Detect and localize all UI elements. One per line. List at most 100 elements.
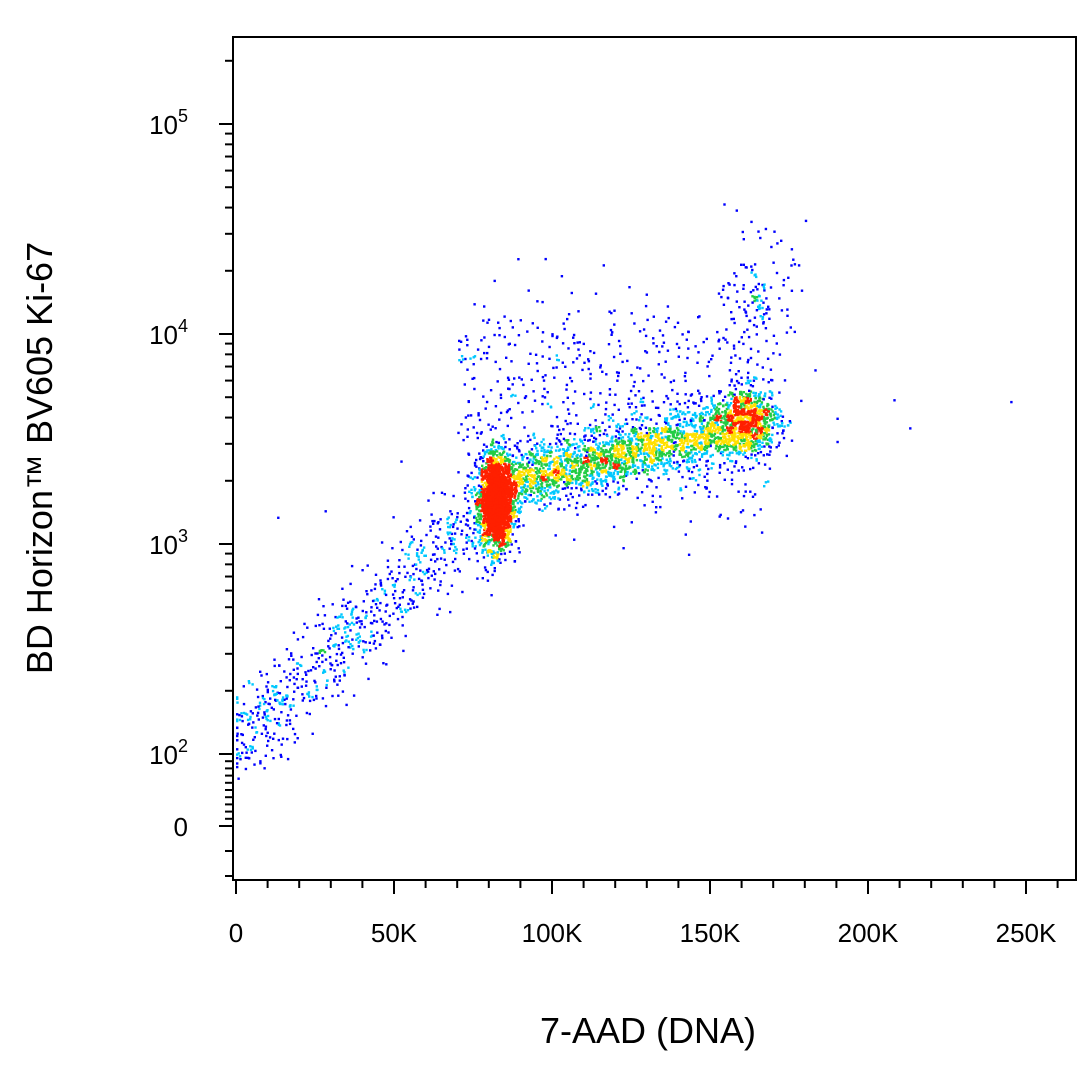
scatter-point	[712, 404, 715, 407]
scatter-point	[509, 509, 513, 512]
scatter-point	[488, 550, 491, 553]
scatter-point	[502, 520, 506, 523]
scatter-point	[762, 398, 765, 401]
scatter-point	[503, 523, 506, 527]
scatter-point	[476, 503, 479, 507]
scatter-point	[590, 471, 594, 475]
scatter-point	[655, 422, 658, 425]
scatter-point	[501, 477, 504, 480]
scatter-point	[698, 413, 702, 416]
scatter-point	[501, 532, 505, 535]
scatter-point	[490, 551, 493, 554]
scatter-point	[592, 427, 595, 431]
scatter-point	[723, 395, 727, 398]
scatter-point	[599, 478, 603, 481]
scatter-point	[728, 451, 732, 454]
scatter-point	[523, 466, 526, 469]
scatter-point	[700, 411, 703, 415]
scatter-point	[614, 463, 617, 466]
scatter-point	[490, 556, 494, 559]
scatter-point	[625, 444, 628, 447]
scatter-point	[692, 432, 695, 435]
scatter-point	[493, 569, 496, 573]
scatter-point	[483, 481, 486, 485]
scatter-point	[755, 437, 758, 440]
scatter-point	[689, 419, 693, 422]
scatter-point	[487, 533, 491, 536]
scatter-point	[504, 508, 508, 511]
data-points	[236, 203, 1013, 780]
scatter-point	[507, 532, 510, 536]
scatter-point	[744, 444, 748, 447]
scatter-point	[496, 519, 499, 522]
scatter-point	[718, 402, 722, 405]
scatter-point	[693, 436, 697, 440]
scatter-point	[604, 469, 608, 472]
scatter-point	[709, 444, 712, 447]
scatter-point	[629, 440, 632, 443]
scatter-point	[732, 432, 736, 435]
scatter-point	[512, 500, 515, 503]
scatter-point	[637, 438, 640, 442]
scatter-point	[700, 396, 703, 399]
scatter-point	[540, 464, 543, 468]
scatter-point	[768, 453, 771, 456]
scatter-point	[698, 435, 701, 439]
scatter-point	[687, 446, 690, 449]
scatter-point	[645, 447, 649, 450]
scatter-point	[479, 493, 483, 496]
scatter-point	[496, 525, 499, 529]
scatter-point	[676, 426, 679, 430]
scatter-point	[520, 486, 523, 489]
scatter-point	[714, 436, 717, 439]
scatter-point	[486, 518, 489, 521]
scatter-point	[726, 432, 729, 435]
scatter-point	[543, 451, 546, 454]
scatter-point	[731, 416, 735, 419]
scatter-point	[592, 456, 595, 460]
scatter-point	[737, 420, 740, 424]
scatter-point	[765, 417, 769, 420]
scatter-point	[690, 448, 693, 452]
scatter-point	[506, 499, 509, 502]
scatter-point	[535, 447, 538, 450]
scatter-point	[707, 434, 710, 438]
scatter-point	[479, 526, 483, 529]
scatter-point	[501, 474, 504, 477]
scatter-point	[585, 454, 588, 457]
scatter-point	[740, 403, 743, 406]
scatter-point	[504, 502, 508, 505]
scatter-point	[704, 448, 707, 452]
scatter-point	[740, 393, 744, 396]
scatter-point	[749, 432, 753, 435]
scatter-point	[600, 460, 603, 463]
scatter-point	[546, 473, 549, 477]
scatter-point	[493, 527, 496, 530]
scatter-point	[482, 515, 485, 518]
scatter-point	[476, 524, 480, 527]
scatter-point	[509, 514, 512, 518]
scatter-point	[750, 440, 753, 443]
scatter-point	[491, 461, 494, 465]
scatter-point	[606, 482, 609, 486]
scatter-point	[497, 479, 501, 482]
scatter-point	[617, 486, 621, 489]
scatter-point	[713, 404, 717, 407]
scatter-point	[749, 384, 753, 387]
scatter-point	[528, 477, 531, 481]
scatter-point	[769, 450, 772, 453]
scatter-point	[540, 446, 543, 450]
scatter-point	[621, 436, 625, 439]
scatter-point	[723, 429, 726, 432]
scatter-point	[741, 426, 744, 429]
scatter-point	[629, 472, 633, 475]
scatter-point	[486, 551, 490, 554]
scatter-point	[601, 484, 604, 487]
scatter-point	[565, 473, 568, 476]
scatter-point	[628, 432, 631, 436]
scatter-point	[542, 476, 545, 480]
scatter-point	[609, 416, 612, 420]
scatter-point	[604, 461, 607, 465]
scatter-point	[492, 556, 495, 560]
scatter-point	[482, 521, 486, 524]
